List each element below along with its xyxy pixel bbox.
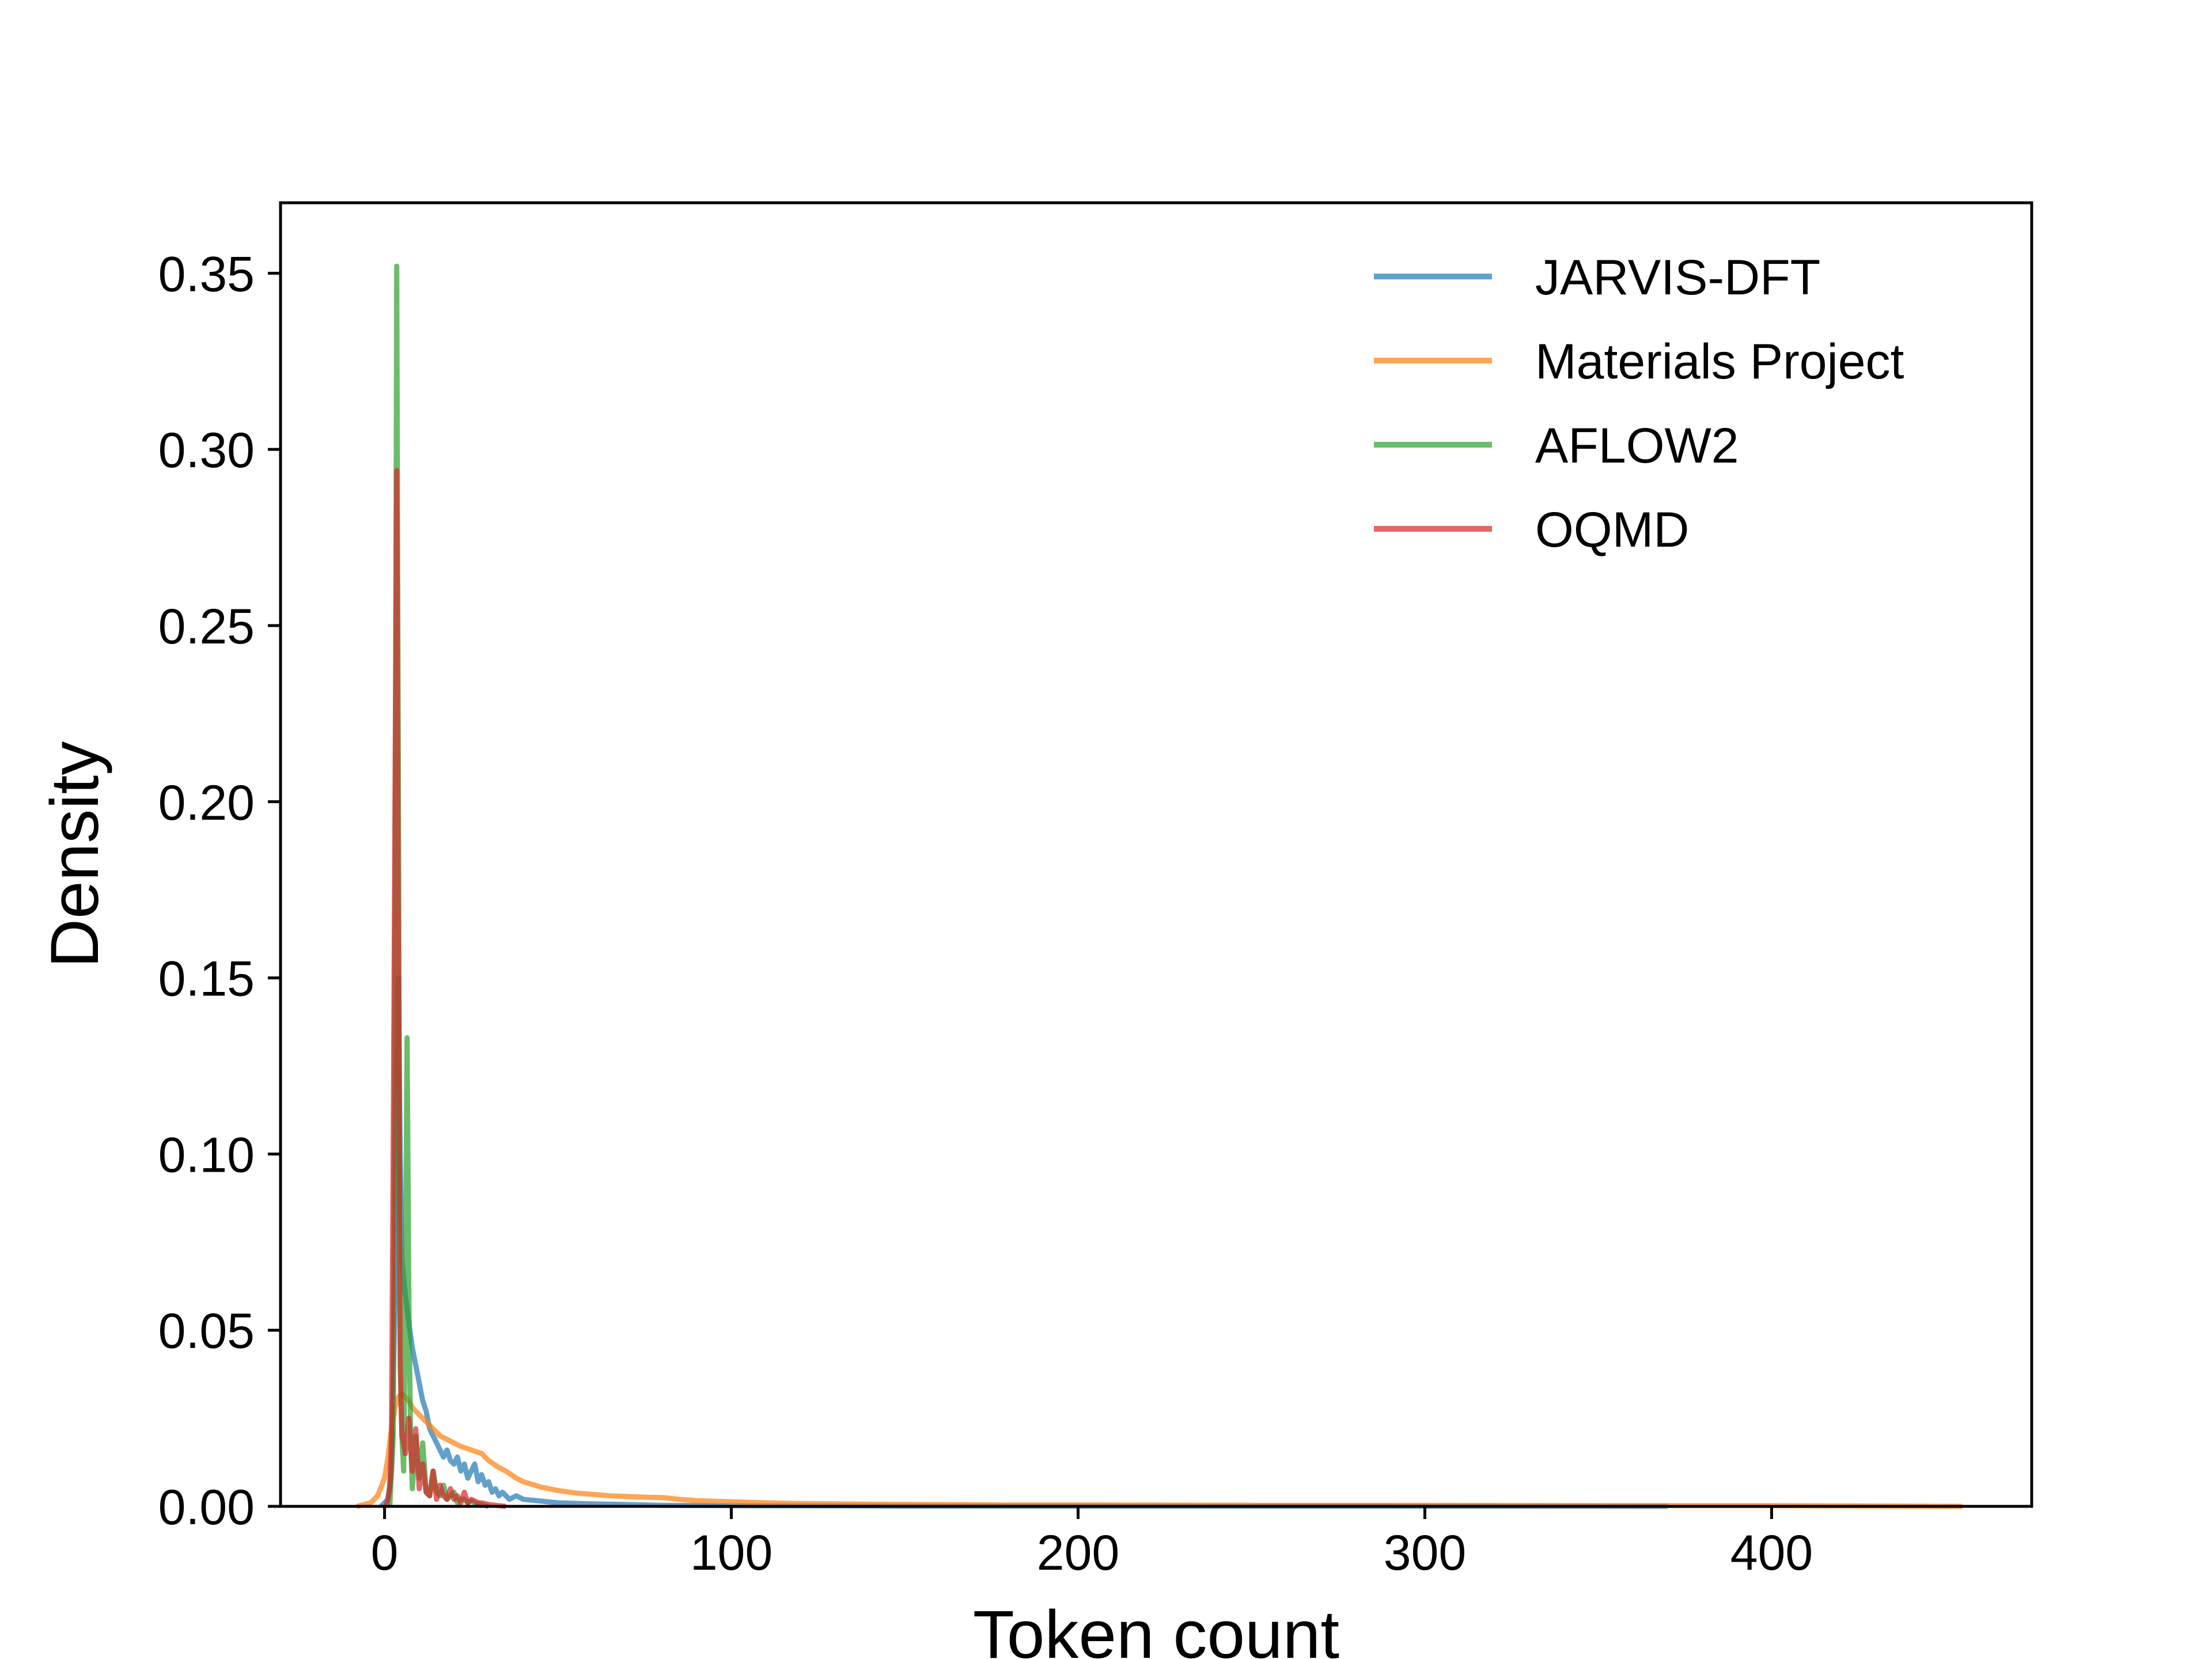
- plot-area: [356, 263, 1963, 1509]
- y-tick-label: 0.35: [158, 247, 255, 302]
- y-axis: 0.00 0.05 0.10 0.15 0.20 0.25 0.30 0.35: [158, 247, 281, 1535]
- legend: JARVIS-DFT Materials Project AFLOW2 OQMD: [1374, 250, 1904, 558]
- legend-label: Materials Project: [1535, 334, 1904, 389]
- x-tick-label: 300: [1384, 1525, 1467, 1581]
- x-tick-label: 400: [1730, 1525, 1813, 1581]
- y-tick-label: 0.20: [158, 775, 255, 831]
- y-axis-title: Density: [37, 741, 113, 968]
- legend-label: JARVIS-DFT: [1535, 250, 1820, 305]
- y-tick-label: 0.00: [158, 1480, 255, 1535]
- x-axis: 0 100 200 300 400: [371, 1506, 1813, 1581]
- y-tick-label: 0.15: [158, 952, 255, 1007]
- series-line-oqmd: [384, 468, 506, 1509]
- y-tick-label: 0.05: [158, 1304, 255, 1359]
- x-axis-title: Token count: [973, 1597, 1339, 1659]
- legend-label: OQMD: [1535, 502, 1690, 558]
- x-tick-label: 100: [690, 1525, 773, 1581]
- y-tick-label: 0.10: [158, 1127, 255, 1183]
- legend-label: AFLOW2: [1535, 418, 1739, 474]
- x-tick-label: 0: [371, 1525, 399, 1581]
- y-tick-label: 0.30: [158, 423, 255, 478]
- x-tick-label: 200: [1037, 1525, 1120, 1581]
- plot-frame: [279, 201, 2033, 1508]
- y-tick-label: 0.25: [158, 599, 255, 654]
